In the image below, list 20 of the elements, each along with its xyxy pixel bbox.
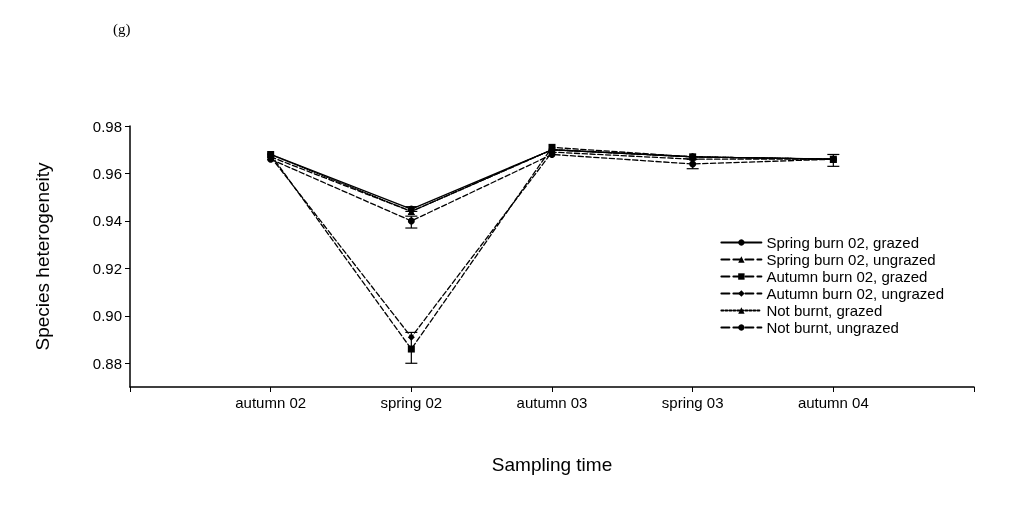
x-tick-label: spring 02 bbox=[380, 394, 443, 411]
legend-label: Spring burn 02, grazed bbox=[766, 234, 919, 251]
x-tick-label: autumn 04 bbox=[797, 394, 869, 411]
legend-label: Autumn burn 02, grazed bbox=[766, 268, 928, 285]
legend-label: Autumn burn 02, ungrazed bbox=[766, 285, 945, 302]
x-tick-label: autumn 02 bbox=[235, 394, 307, 411]
y-tick-label: 0.96 bbox=[92, 164, 122, 182]
legend-label: Not burnt, ungrazed bbox=[766, 319, 899, 336]
x-tick-label: spring 03 bbox=[661, 394, 724, 411]
y-axis-title: Species heterogeneity bbox=[32, 161, 53, 351]
y-tick-label: 0.88 bbox=[92, 354, 122, 372]
x-tick-label: autumn 03 bbox=[516, 394, 588, 411]
y-tick-label: 0.90 bbox=[92, 307, 122, 325]
x-axis-title: Sampling time bbox=[491, 454, 613, 475]
y-tick-label: 0.92 bbox=[92, 259, 122, 277]
y-tick-label: 0.98 bbox=[92, 117, 122, 135]
y-tick-label: 0.94 bbox=[92, 212, 122, 230]
chart-title: (g) bbox=[113, 20, 131, 38]
legend-label: Not burnt, grazed bbox=[766, 302, 883, 319]
legend-label: Spring burn 02, ungrazed bbox=[766, 251, 936, 268]
